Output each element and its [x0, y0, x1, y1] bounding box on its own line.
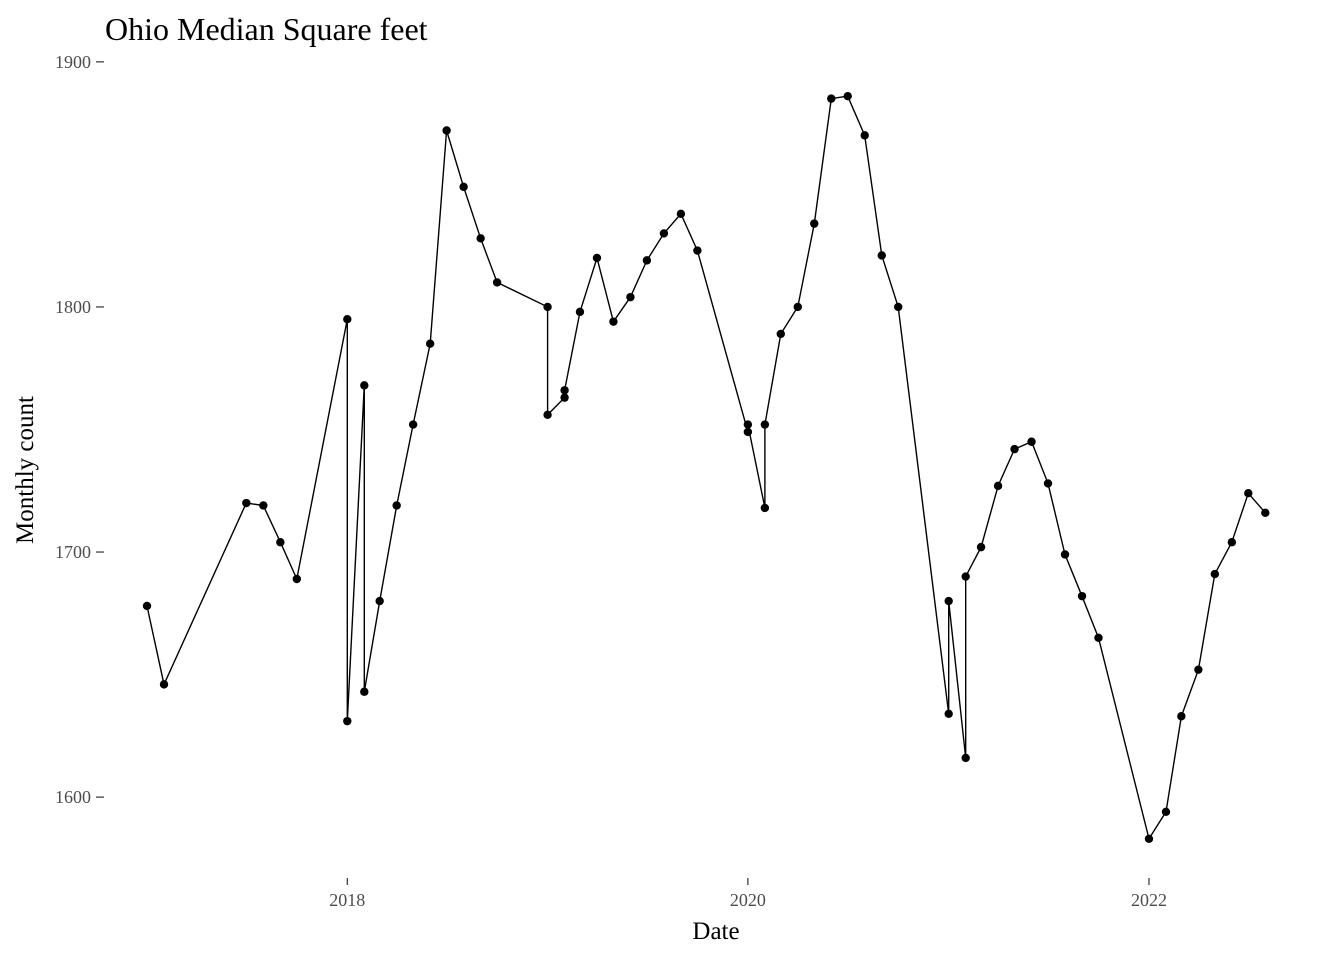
data-point [360, 687, 369, 696]
data-point [1010, 444, 1019, 454]
data-point [575, 307, 585, 317]
data-point [642, 256, 652, 265]
data-point [1161, 807, 1171, 817]
data-point [1027, 437, 1036, 446]
data-point [743, 420, 753, 429]
data-point [259, 501, 268, 510]
data-point [894, 302, 903, 312]
data-point [543, 410, 552, 419]
data-point [360, 381, 369, 390]
data-point [292, 574, 302, 584]
data-point [159, 680, 169, 689]
y-axis: 1600 1700 1800 1900 [55, 52, 104, 807]
data-point [442, 126, 451, 135]
data-point [343, 315, 352, 324]
data-point [944, 709, 953, 718]
data-point [1261, 508, 1270, 518]
x-tick-label: 2020 [730, 890, 766, 910]
x-tick-label: 2018 [329, 890, 365, 910]
data-point [375, 596, 384, 606]
data-point [492, 278, 502, 287]
data-point [976, 542, 986, 552]
data-point [1094, 633, 1103, 643]
y-tick-label: 1800 [55, 297, 91, 317]
data-point [993, 481, 1003, 491]
data-point [743, 427, 753, 437]
data-point [543, 302, 552, 312]
y-axis-title: Monthly count [12, 396, 39, 544]
data-point [944, 596, 953, 606]
data-point [676, 209, 686, 219]
y-tick-label: 1600 [55, 787, 91, 807]
data-point [459, 182, 468, 192]
data-point [827, 94, 836, 103]
data-point [760, 420, 770, 429]
data-point [626, 292, 635, 302]
plot-area [142, 91, 1270, 843]
data-point [408, 420, 418, 429]
data-point [860, 131, 869, 140]
data-point [1194, 665, 1203, 674]
data-point [425, 339, 435, 348]
data-point [877, 251, 886, 260]
x-axis: 2018 2020 2022 [329, 878, 1167, 910]
data-point [1043, 479, 1053, 488]
data-point [343, 716, 352, 726]
data-point [793, 302, 802, 312]
data-point [242, 498, 251, 508]
data-point [592, 253, 602, 263]
data-point [560, 393, 569, 402]
series-line [146, 95, 1266, 841]
data-point [560, 386, 569, 395]
data-point [1060, 550, 1070, 559]
data-point [776, 329, 785, 339]
data-point [1077, 591, 1087, 601]
y-tick-label: 1900 [55, 52, 91, 72]
data-point [609, 317, 618, 326]
data-point [760, 503, 770, 513]
data-point [476, 234, 485, 243]
data-point [142, 601, 152, 611]
data-point [1144, 834, 1154, 843]
data-point [1227, 538, 1237, 547]
data-point [392, 501, 401, 510]
data-point [693, 246, 702, 255]
data-point [659, 229, 669, 238]
chart-title: Ohio Median Square feet [105, 11, 428, 47]
data-point [1210, 569, 1220, 579]
data-point [810, 219, 819, 228]
data-point [961, 753, 970, 763]
data-point [1177, 712, 1186, 721]
x-tick-label: 2022 [1131, 890, 1167, 910]
data-point [1244, 489, 1253, 498]
data-point [843, 91, 852, 101]
y-tick-label: 1700 [55, 542, 91, 562]
data-point [276, 538, 285, 547]
x-axis-title: Date [692, 918, 739, 945]
data-point [961, 572, 970, 581]
